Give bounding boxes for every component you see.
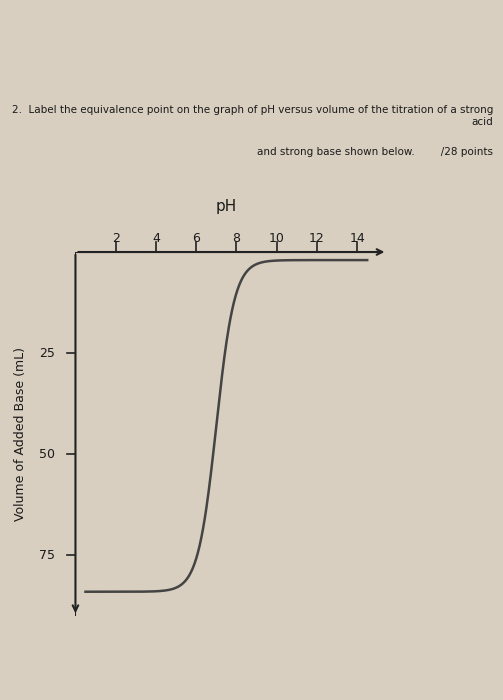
Text: 50: 50 (39, 448, 55, 461)
Text: 2.  Label the equivalence point on the graph of pH versus volume of the titratio: 2. Label the equivalence point on the gr… (12, 105, 493, 127)
Text: 14: 14 (349, 232, 365, 245)
Text: 75: 75 (39, 549, 55, 562)
Text: 12: 12 (309, 232, 325, 245)
Text: 8: 8 (232, 232, 240, 245)
Text: 25: 25 (39, 346, 55, 360)
Text: pH: pH (216, 199, 237, 214)
Text: 2: 2 (112, 232, 120, 245)
Text: 6: 6 (192, 232, 200, 245)
Text: 4: 4 (152, 232, 160, 245)
Text: Volume of Added Base (mL): Volume of Added Base (mL) (14, 347, 27, 521)
Text: 10: 10 (269, 232, 285, 245)
Text: and strong base shown below.        /28 points: and strong base shown below. /28 points (257, 147, 493, 157)
